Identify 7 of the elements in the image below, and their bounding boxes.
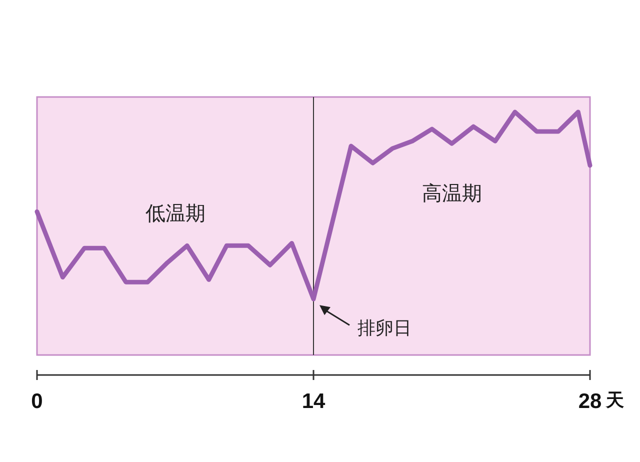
x-tick-label: 14: [302, 390, 326, 413]
x-axis-title: 天: [605, 390, 624, 411]
band-label: 高温期: [422, 181, 482, 205]
annotation: 排卵日: [358, 318, 412, 340]
x-tick-label: 0: [31, 390, 43, 413]
x-tick-label: 28: [578, 390, 602, 413]
band-label: 低温期: [145, 201, 206, 225]
